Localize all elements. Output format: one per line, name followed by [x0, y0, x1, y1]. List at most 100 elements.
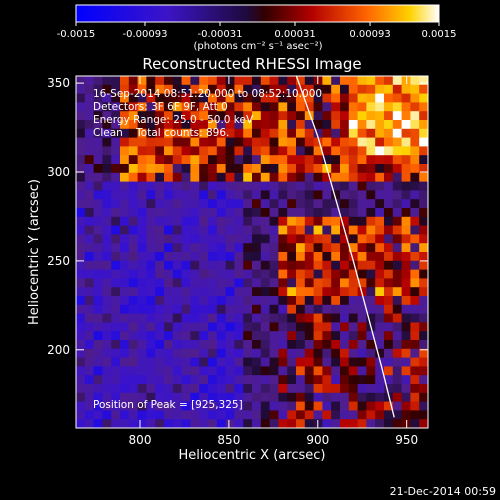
heatmap-cell [84, 384, 94, 394]
heatmap-cell [76, 216, 86, 226]
heatmap-cell [225, 181, 235, 191]
heatmap-cell [278, 199, 288, 209]
heatmap-cell [164, 401, 174, 411]
heatmap-cell [392, 93, 402, 103]
heatmap-cell [260, 164, 270, 174]
heatmap-cell [120, 128, 130, 138]
heatmap-cell [164, 366, 174, 376]
heatmap-cell [243, 269, 253, 279]
heatmap-cell [348, 357, 358, 367]
heatmap-cell [164, 199, 174, 209]
heatmap-cell [340, 111, 350, 121]
heatmap-cell [357, 304, 367, 314]
heatmap-cell [120, 199, 130, 209]
heatmap-cell [111, 216, 121, 226]
heatmap-cell [348, 252, 358, 262]
heatmap-cell [181, 322, 191, 332]
heatmap-cell [278, 93, 288, 103]
heatmap-cell [384, 137, 394, 147]
heatmap-cell [278, 322, 288, 332]
heatmap-cell [304, 234, 314, 244]
heatmap-cell [260, 252, 270, 262]
heatmap-cell [137, 348, 147, 358]
heatmap-cell [304, 348, 314, 358]
heatmap-cell [419, 234, 428, 244]
heatmap-cell [137, 76, 147, 86]
heatmap-cell [172, 392, 182, 402]
heatmap-cell [137, 199, 147, 209]
heatmap-cell [304, 401, 314, 411]
heatmap-cell [216, 357, 226, 367]
heatmap-cell [84, 296, 94, 306]
heatmap-cell [304, 208, 314, 218]
heatmap-cell [260, 76, 270, 86]
heatmap-cell [252, 278, 262, 288]
heatmap-cell [348, 234, 358, 244]
heatmap-cell [111, 340, 121, 350]
heatmap-cell [155, 199, 165, 209]
heatmap-cell [260, 93, 270, 103]
heatmap-cell [348, 243, 358, 253]
heatmap-cell [366, 120, 376, 130]
heatmap-cell [278, 146, 288, 156]
heatmap-cell [331, 331, 341, 341]
heatmap-cell [172, 164, 182, 174]
heatmap-cell [401, 111, 411, 121]
heatmap-cell [102, 304, 112, 314]
heatmap-cell [181, 111, 191, 121]
heatmap-cell [84, 111, 94, 121]
heatmap-cell [260, 269, 270, 279]
heatmap-cell [164, 243, 174, 253]
heatmap-cell [304, 384, 314, 394]
heatmap-cell [181, 172, 191, 182]
heatmap-cell [296, 155, 306, 165]
heatmap-cell [190, 225, 200, 235]
heatmap-cell [84, 234, 94, 244]
heatmap-cell [392, 181, 402, 191]
heatmap-cell [190, 419, 200, 428]
heatmap-cell [366, 76, 376, 86]
y-tick-label: 350 [47, 76, 70, 90]
heatmap-cell [392, 260, 402, 270]
heatmap-cell [384, 269, 394, 279]
heatmap-cell [419, 304, 428, 314]
heatmap-cell [216, 331, 226, 341]
heatmap-cell [102, 419, 112, 428]
heatmap-cell [190, 243, 200, 253]
heatmap-cell [128, 155, 138, 165]
heatmap-cell [137, 111, 147, 121]
heatmap-cell [208, 76, 218, 86]
heatmap-cell [128, 172, 138, 182]
heatmap-cell [313, 392, 323, 402]
heatmap-cell [357, 84, 367, 94]
heatmap-cell [260, 287, 270, 297]
heatmap-cell [76, 172, 86, 182]
heatmap-cell [366, 128, 376, 138]
heatmap-cell [155, 137, 165, 147]
heatmap-cell [252, 216, 262, 226]
heatmap-cell [252, 252, 262, 262]
heatmap-cell [216, 216, 226, 226]
chart-title: Reconstructed RHESSI Image [142, 55, 361, 73]
heatmap-cell [296, 120, 306, 130]
heatmap-cell [164, 296, 174, 306]
heatmap-cell [357, 199, 367, 209]
heatmap-cell [216, 111, 226, 121]
heatmap-cell [384, 234, 394, 244]
heatmap-cell [384, 146, 394, 156]
heatmap-cell [93, 164, 103, 174]
heatmap-cell [392, 366, 402, 376]
heatmap-cell [225, 401, 235, 411]
heatmap-cell [304, 111, 314, 121]
heatmap-cell [111, 102, 121, 112]
heatmap-cell [155, 172, 165, 182]
heatmap-cell [190, 392, 200, 402]
heatmap-cell [313, 322, 323, 332]
heatmap-cell [419, 401, 428, 411]
heatmap-cell [384, 225, 394, 235]
heatmap-cell [296, 357, 306, 367]
heatmap-cell [252, 137, 262, 147]
heatmap-cell [366, 401, 376, 411]
heatmap-cell [216, 199, 226, 209]
heatmap-cell [102, 278, 112, 288]
